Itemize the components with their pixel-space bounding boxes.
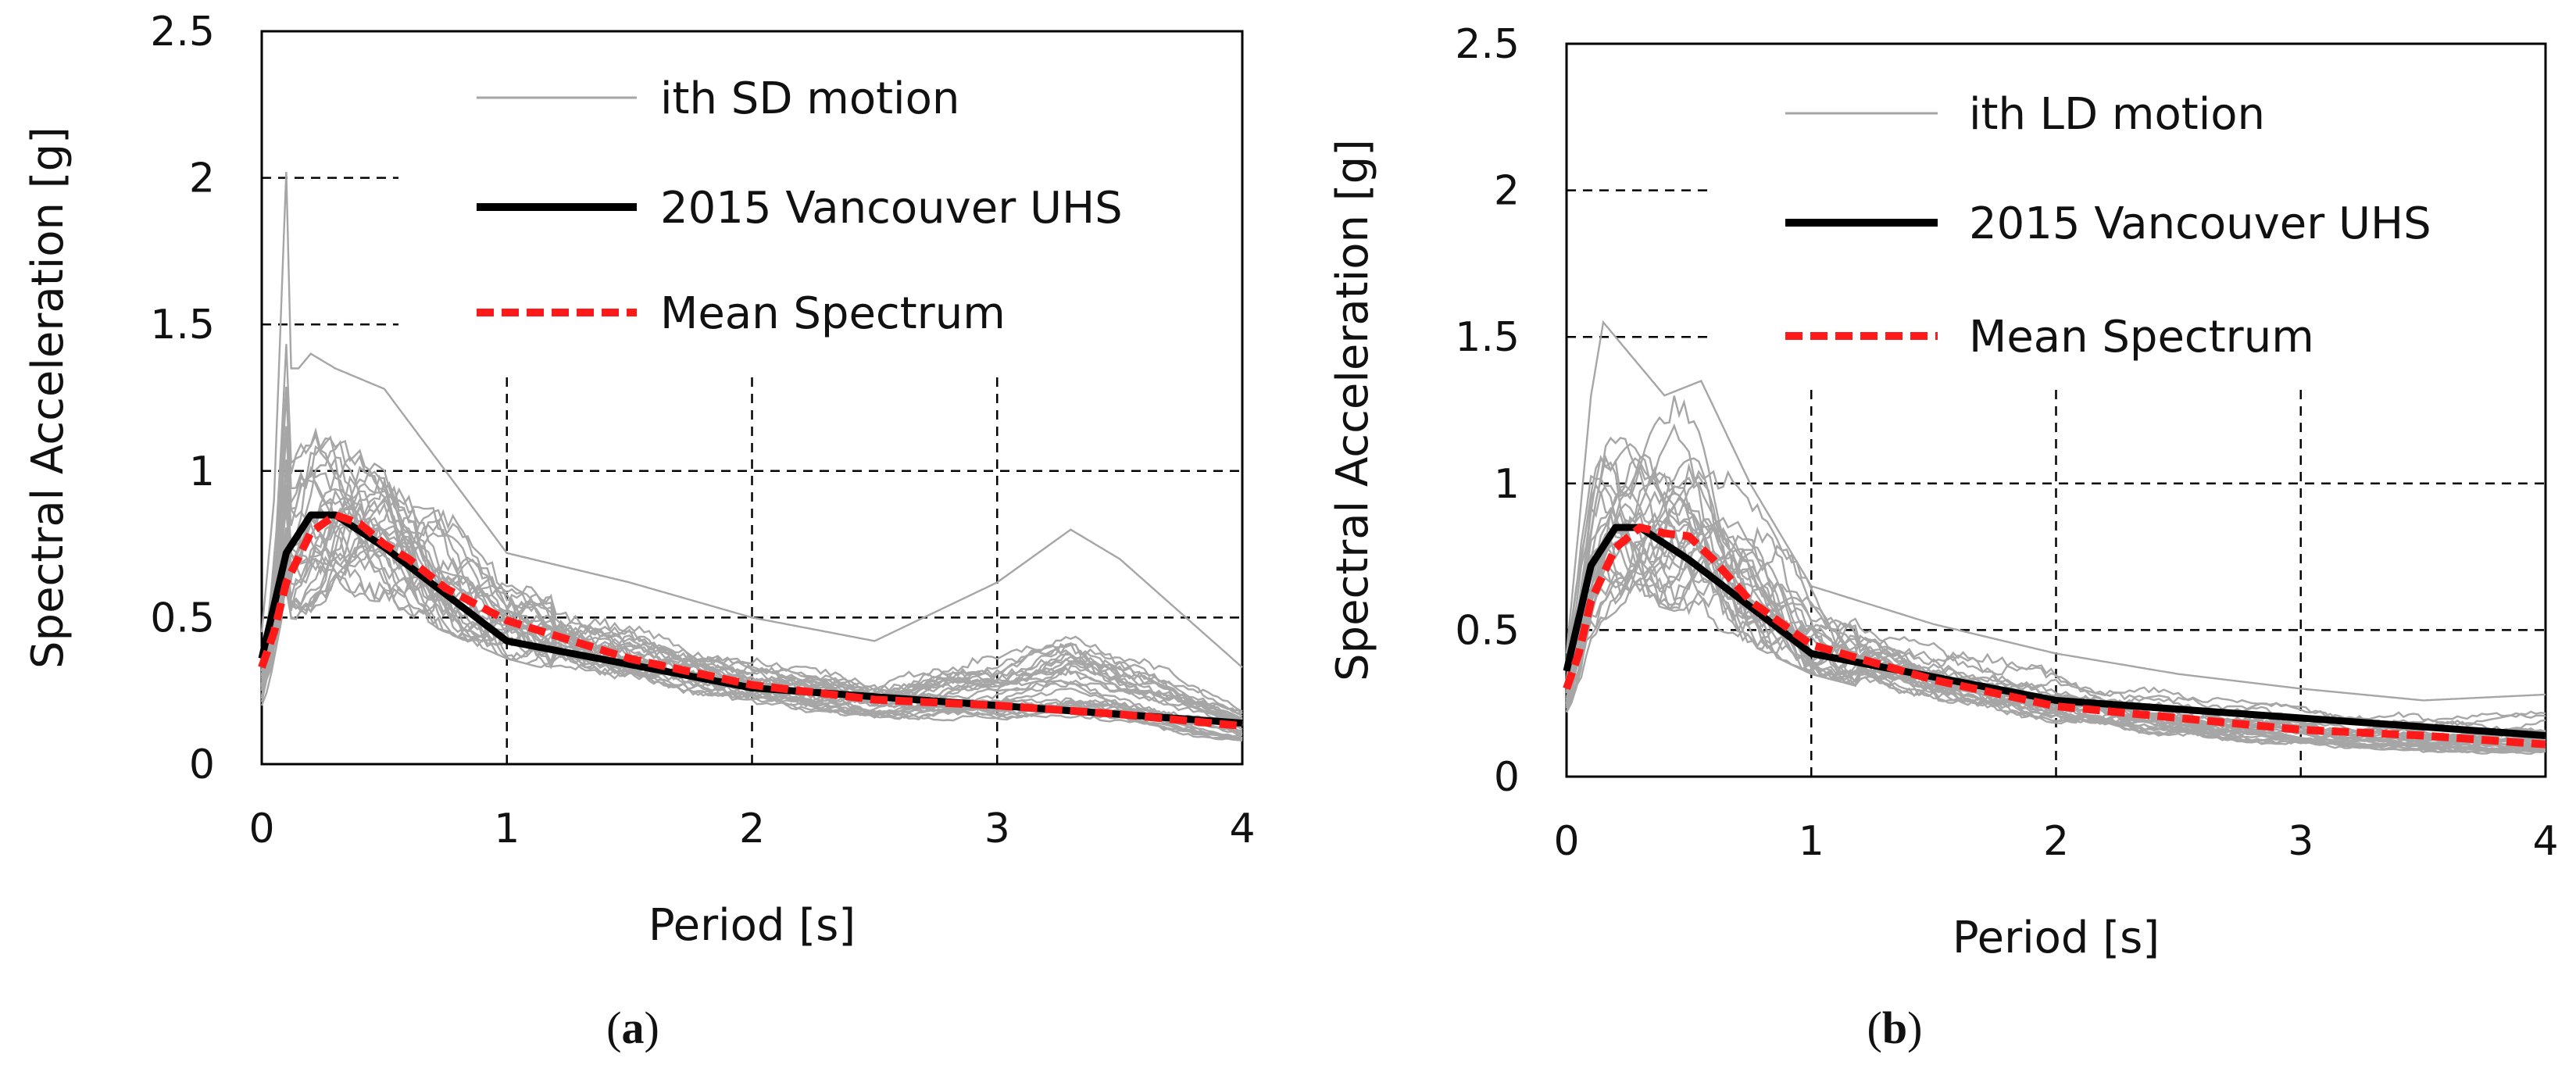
y-tick-label: 0	[189, 741, 215, 788]
chart-panel-a: 0 0.5 1 1.5 2 2.5 0 1 2 3 4 Period [s] Spectral Acce…	[23, 9, 1256, 1053]
motion-trace	[1565, 513, 2546, 751]
grid-a	[262, 177, 1242, 764]
x-tick-label: 4	[1229, 806, 1255, 852]
figure-caption-b: (b)	[1867, 1002, 1923, 1053]
x-tick-label: 0	[248, 806, 274, 852]
legend-label: ith SD motion	[660, 73, 959, 124]
motion-trace	[260, 466, 1243, 724]
legend-a: ith SD motion 2015 Vancouver UHS Mean Spec…	[469, 66, 1172, 344]
motion-trace	[1565, 519, 2546, 746]
motion-trace	[1565, 395, 2546, 727]
figure-caption-a: (a)	[606, 1002, 659, 1053]
x-tick-label: 0	[1553, 818, 1579, 865]
motion-trace	[260, 386, 1243, 713]
mean-spectrum-line-b	[1563, 523, 2546, 749]
y-axis-title-b: Spectral Acceleration [g]	[1327, 139, 1378, 681]
y-tick-label: 2.5	[150, 9, 215, 55]
uhs-line-b	[1563, 523, 2546, 739]
x-axis-title-b: Period [s]	[1953, 913, 2160, 963]
caption-letter: b	[1882, 1002, 1907, 1053]
motion-trace-peak	[260, 172, 1243, 669]
legend-b: ith LD motion 2015 Vancouver UHS Mean Spec…	[1777, 82, 2481, 367]
caption-close-paren: )	[1907, 1002, 1922, 1053]
grid-b	[1567, 189, 2546, 777]
y-tick-label: 2	[1494, 168, 1520, 215]
y-tick-label: 2.5	[1455, 21, 1520, 68]
caption-open-paren: (	[606, 1002, 621, 1053]
y-tick-label: 0	[1494, 754, 1520, 801]
motion-trace	[260, 498, 1243, 739]
x-tick-label: 2	[2043, 818, 2069, 865]
x-tick-label: 3	[984, 806, 1010, 852]
caption-letter: a	[622, 1002, 645, 1053]
y-tick-label: 0.5	[1455, 607, 1520, 654]
caption-close-paren: )	[645, 1002, 659, 1053]
legend-label: ith LD motion	[1969, 89, 2265, 140]
legend-label: 2015 Vancouver UHS	[1969, 198, 2431, 249]
legend-label: 2015 Vancouver UHS	[660, 183, 1123, 234]
motion-trace-peak	[1565, 320, 2546, 702]
y-tick-label: 1.5	[150, 302, 215, 348]
y-tick-label: 0.5	[150, 595, 215, 641]
x-tick-label: 1	[1799, 818, 1824, 865]
legend-label: Mean Spectrum	[660, 288, 1006, 339]
y-tick-labels-b: 0 0.5 1 1.5 2 2.5	[1455, 21, 1520, 801]
y-tick-labels-a: 0 0.5 1 1.5 2 2.5	[150, 9, 215, 788]
mean-spectrum-line-a	[258, 511, 1243, 731]
x-tick-label: 4	[2532, 818, 2558, 865]
y-tick-label: 1	[189, 448, 215, 495]
legend-label: Mean Spectrum	[1969, 312, 2314, 363]
x-tick-label: 3	[2288, 818, 2313, 865]
y-axis-title-a: Spectral Acceleration [g]	[23, 127, 73, 669]
x-axis-title-a: Period [s]	[648, 900, 856, 951]
x-tick-labels-a: 0 1 2 3 4	[248, 806, 1255, 852]
y-tick-label: 1.5	[1455, 314, 1520, 361]
motion-trace	[260, 516, 1243, 740]
x-tick-labels-b: 0 1 2 3 4	[1553, 818, 2558, 865]
x-tick-label: 2	[739, 806, 765, 852]
y-tick-label: 2	[189, 155, 215, 202]
y-tick-label: 1	[1494, 461, 1520, 508]
caption-open-paren: (	[1867, 1002, 1882, 1053]
x-tick-label: 1	[494, 806, 520, 852]
motion-trace	[260, 435, 1243, 715]
chart-panel-b: 0 0.5 1 1.5 2 2.5 0 1 2 3 4 Period [s] Spectral Acce…	[1327, 21, 2559, 1053]
